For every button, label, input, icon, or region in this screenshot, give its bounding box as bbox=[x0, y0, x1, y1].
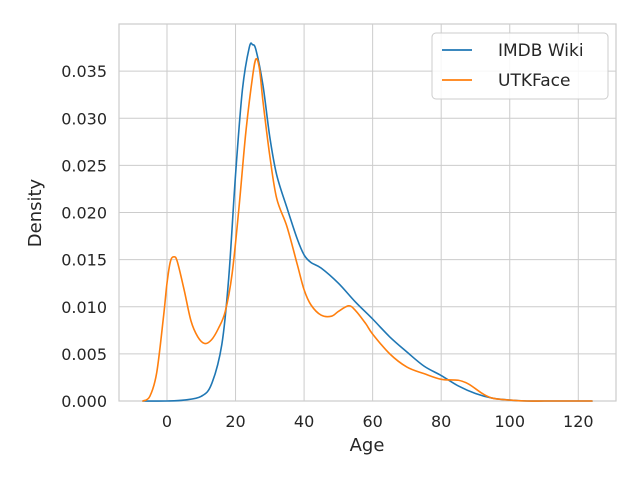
y-tick-label: 0.035 bbox=[61, 62, 107, 81]
x-axis-label: Age bbox=[350, 435, 385, 456]
series-line-imdb-wiki bbox=[142, 42, 593, 402]
x-tick-label: 80 bbox=[431, 412, 451, 431]
legend-label-imdb-wiki: IMDB Wiki bbox=[498, 41, 584, 61]
x-tick-label: 0 bbox=[162, 412, 172, 431]
x-tick-label: 40 bbox=[294, 412, 314, 431]
y-tick-label: 0.015 bbox=[61, 251, 107, 270]
series-line-utkface bbox=[142, 57, 593, 402]
x-tick-label: 100 bbox=[494, 412, 525, 431]
x-tick-label: 60 bbox=[362, 412, 382, 431]
legend-box bbox=[431, 32, 609, 100]
plot-frame bbox=[118, 23, 617, 402]
y-tick-label: 0.020 bbox=[61, 204, 107, 223]
legend-label-utkface: UTKFace bbox=[498, 71, 570, 91]
series-lines bbox=[142, 42, 593, 402]
y-axis-label: Density bbox=[25, 178, 46, 247]
tick-labels: 0 20 40 60 80 100 120 0.000 0.005 0.010 0.015 0.020… bbox=[61, 62, 593, 431]
y-tick-label: 0.005 bbox=[61, 345, 107, 364]
x-tick-label: 120 bbox=[563, 412, 594, 431]
y-tick-label: 0.010 bbox=[61, 298, 107, 317]
y-tick-label: 0.030 bbox=[61, 109, 107, 128]
legend: IMDB Wiki UTKFace bbox=[431, 32, 609, 100]
y-tick-label: 0.025 bbox=[61, 156, 107, 175]
y-tick-label: 0.000 bbox=[61, 392, 107, 411]
x-tick-label: 20 bbox=[225, 412, 245, 431]
